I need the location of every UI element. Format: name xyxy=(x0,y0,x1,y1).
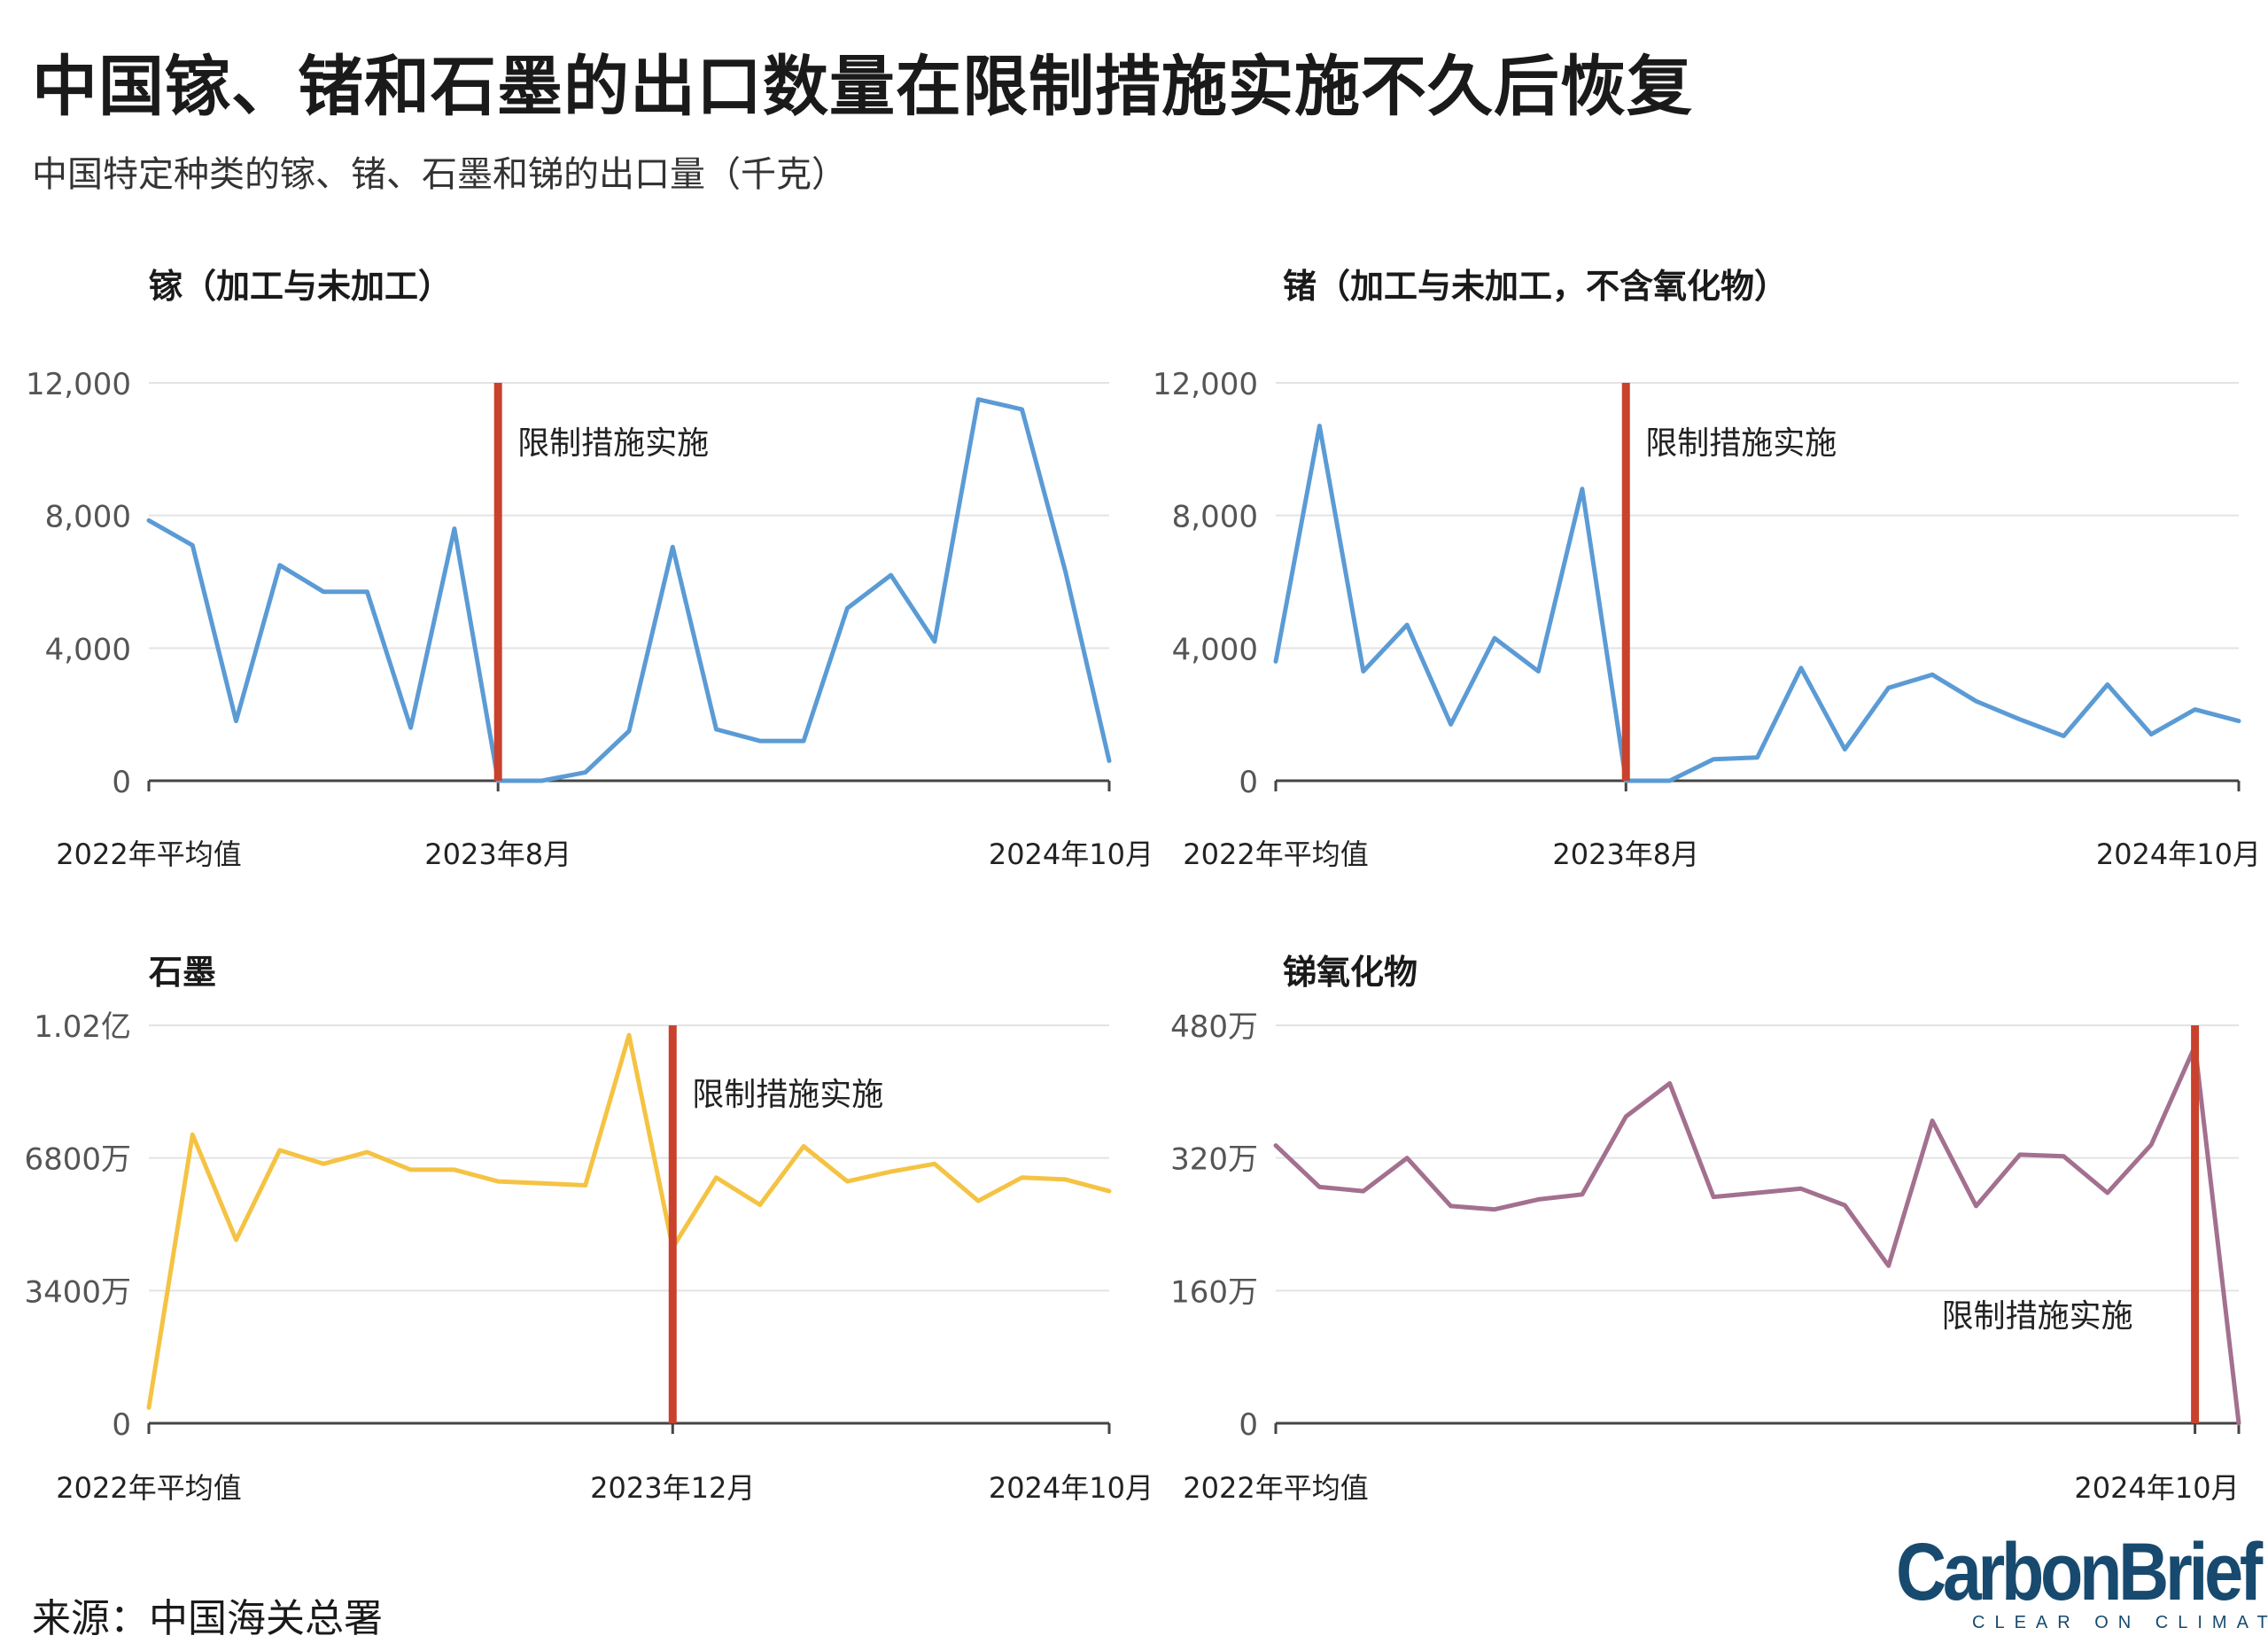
germanium-xtick-label: 2022年平均值 xyxy=(1183,837,1368,871)
gallium-xtick-label: 2024年10月 xyxy=(989,837,1153,871)
antimony-ytick-label: 480万 xyxy=(1170,1009,1258,1045)
chart-subtitle: 中国特定种类的镓、锗、石墨和锑的出口量（千克） xyxy=(32,154,847,195)
gallium-xtick-label: 2022年平均值 xyxy=(56,837,241,871)
germanium-restriction-label: 限制措施实施 xyxy=(1645,425,1837,462)
graphite-xtick-label: 2023年12月 xyxy=(590,1471,755,1505)
antimony-series-line xyxy=(1273,1043,2241,1426)
graphite-ytick-label: 6800万 xyxy=(24,1142,131,1178)
gallium-ytick-label: 0 xyxy=(112,765,131,800)
graphite-xtick-label: 2022年平均值 xyxy=(56,1471,241,1505)
logo-tagline: CLEAR ON CLIMATE xyxy=(1972,1613,2268,1632)
chart-title: 中国镓、锗和石墨的出口数量在限制措施实施不久后恢复 xyxy=(32,49,1693,125)
antimony-ytick-label: 320万 xyxy=(1170,1142,1258,1178)
graphite-xtick-label: 2024年10月 xyxy=(989,1471,1153,1505)
antimony-restriction-label: 限制措施实施 xyxy=(1942,1298,2133,1335)
antimony-ytick-label: 0 xyxy=(1239,1407,1258,1443)
germanium-ytick-label: 0 xyxy=(1239,765,1258,800)
source-note: 来源：中国海关总署 xyxy=(32,1596,383,1641)
panel-title-graphite: 石墨 xyxy=(149,953,217,992)
germanium-ytick-label: 4,000 xyxy=(1172,632,1258,667)
graphite-ytick-label: 3400万 xyxy=(24,1274,131,1310)
gallium-ytick-label: 4,000 xyxy=(45,632,131,667)
graphite-restriction-label: 限制措施实施 xyxy=(692,1077,883,1113)
panel-title-germanium: 锗（加工与未加工，不含氧化物） xyxy=(1283,267,1789,306)
panel-title-gallium: 镓（加工与未加工） xyxy=(149,267,453,306)
gallium-restriction-label: 限制措施实施 xyxy=(517,425,709,462)
antimony-xtick-label: 2022年平均值 xyxy=(1183,1471,1368,1505)
antimony-xtick-label: 2024年10月 xyxy=(2074,1471,2239,1505)
gallium-xtick-label: 2023年8月 xyxy=(424,837,571,871)
graphite-ytick-label: 1.02亿 xyxy=(34,1009,131,1045)
germanium-series-line xyxy=(1273,424,2241,783)
antimony-ytick-label: 160万 xyxy=(1170,1274,1258,1310)
germanium-ytick-label: 12,000 xyxy=(1153,367,1258,402)
germanium-xtick-label: 2024年10月 xyxy=(2096,837,2261,871)
germanium-ytick-label: 8,000 xyxy=(1172,500,1258,535)
gallium-ytick-label: 8,000 xyxy=(45,500,131,535)
gallium-series-line xyxy=(146,397,1112,783)
germanium-xtick-label: 2023年8月 xyxy=(1552,837,1699,871)
graphite-series-line xyxy=(146,1032,1112,1410)
logo-wordmark: CarbonBrief xyxy=(1896,1527,2263,1617)
gallium-ytick-label: 12,000 xyxy=(26,367,131,402)
graphite-ytick-label: 0 xyxy=(112,1407,131,1443)
carbonbrief-logo: CarbonBrief CLEAR ON CLIMATE xyxy=(1896,1527,2268,1633)
panel-title-antimony: 锑氧化物 xyxy=(1283,953,1418,992)
